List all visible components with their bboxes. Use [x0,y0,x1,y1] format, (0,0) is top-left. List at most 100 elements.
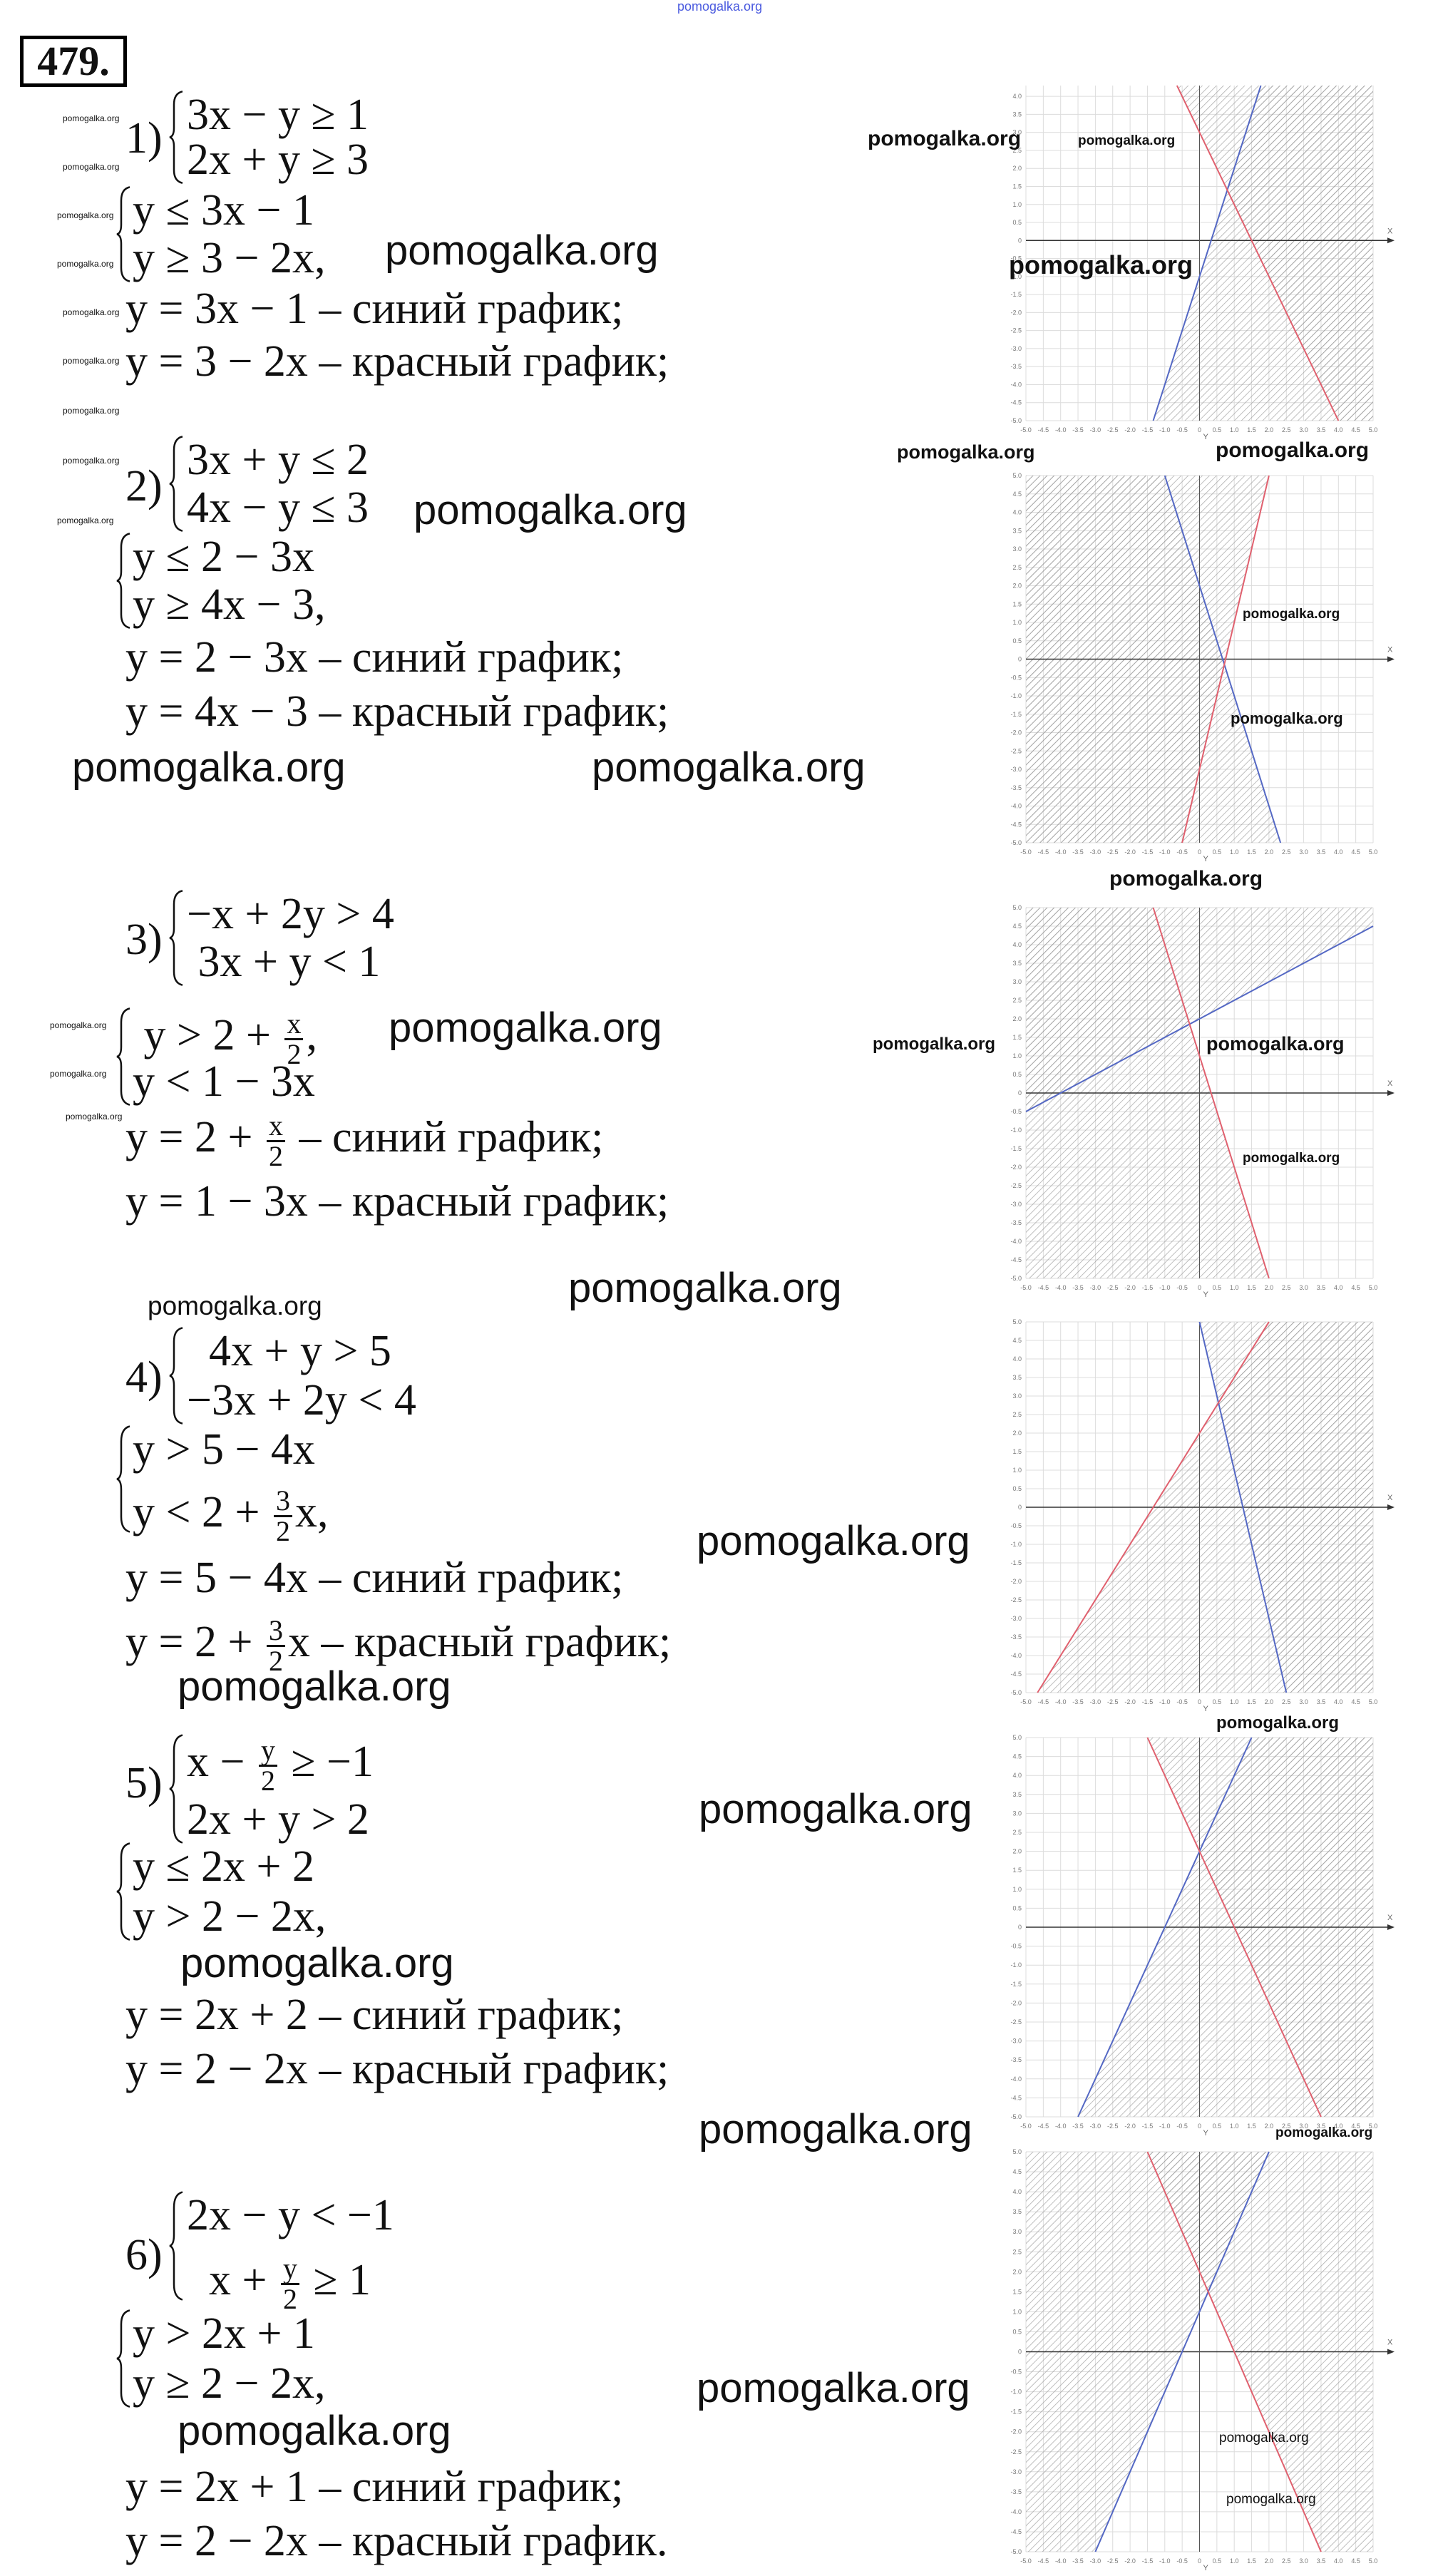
x-tick-label: 1.5 [1247,1284,1256,1291]
coordinate-plane: -5.0 -4.5 -4.0 -3.5 -3.0 -2.5 -2.0 -1.5 -1.0 -0.5… [997,1730,1397,2137]
y-tick-label: -4.0 [1010,2075,1022,2083]
y-tick-label: 3.0 [1012,545,1022,553]
item-label: 1) [125,114,163,163]
brace-icon [168,1327,185,1425]
x-tick-label: -3.5 [1072,848,1084,856]
derived-inequality: y ≤ 2 − 3x [133,535,314,579]
x-tick-label: -5.0 [1020,848,1032,856]
watermark: pomogalka.org [699,2106,972,2152]
y-tick-label: 0 [1018,237,1022,244]
expression-text: y = 2 − 3x – синий график; [125,633,624,682]
watermark: pomogalka.org [1078,133,1176,148]
x-tick-label: 1.5 [1247,2557,1256,2565]
derived-inequality: y < 2 + 3 2 x, [133,1487,328,1546]
x-tick-label: 0.5 [1213,848,1222,856]
expression-text: 3x + y < 1 [187,938,381,986]
x-tick-label: 2.5 [1282,1284,1291,1291]
y-tick-label: 1.0 [1012,201,1022,208]
series-line-blue [1094,2151,1270,2552]
y-tick-label: 3.5 [1012,1374,1022,1381]
x-tick-label: 2.0 [1265,426,1274,433]
x-tick-label: 4.0 [1334,848,1343,856]
x-tick-label: -1.5 [1142,2123,1154,2130]
x-tick-label: -3.5 [1072,2123,1084,2130]
series-line-blue [1164,475,1282,843]
x-tick-label: 2.5 [1282,2557,1291,2565]
watermark: pomogalka.org [178,2408,451,2454]
expression-text: y > 5 − 4x [133,1425,315,1474]
y-tick-label: -2.5 [1010,2018,1022,2026]
watermark: pomogalka.org [57,515,114,525]
y-tick-label: 0 [1018,2349,1022,2356]
expression-text: – синий график; [287,1112,604,1161]
x-tick-label: -2.0 [1124,2557,1136,2565]
y-tick-label: 0 [1018,1924,1022,1931]
y-tick-label: -2.0 [1010,309,1022,316]
x-tick-label: -5.0 [1020,426,1032,433]
derived-inequality: y ≤ 3x − 1 [133,188,314,232]
fraction-denominator: 2 [287,1038,302,1070]
x-tick-label: 3.5 [1317,2557,1326,2565]
watermark: pomogalka.org [63,113,120,123]
fraction-denominator: 2 [282,2283,297,2315]
x-tick-label: 4.5 [1351,2123,1360,2130]
x-tick-label: 0 [1198,2557,1201,2565]
system-inequality: 2x − y < −1 [187,2193,394,2237]
x-tick-label: -3.0 [1090,1698,1101,1705]
x-tick-label: -0.5 [1176,2557,1188,2565]
x-tick-label: 0.5 [1213,1284,1222,1291]
x-tick-label: -3.0 [1090,1284,1101,1291]
y-tick-label: -5.0 [1010,1689,1022,1696]
expression-text: y = 4x − 3 – красный график; [125,687,669,736]
fraction-numerator: x [266,1112,285,1142]
y-tick-label: 3.5 [1012,111,1022,118]
series-lines [1077,1737,1322,2118]
system-inequality: −3x + 2y < 4 [187,1378,416,1422]
y-tick-label: -2.0 [1010,1999,1022,2006]
system-inequality: −x + 2y > 4 [187,892,394,936]
y-tick-label: -4.5 [1010,1256,1022,1263]
x-tick-label: 1.5 [1247,848,1256,856]
expression-text: y ≥ 3 − 2x, [133,234,326,282]
y-tick-label: 2.5 [1012,1829,1022,1836]
system-inequality: 2x + y ≥ 3 [187,138,369,182]
x-tick-label: 5.0 [1369,2557,1378,2565]
graph-4: -5.0 -4.5 -4.0 -3.5 -3.0 -2.5 -2.0 -1.5 -1.0 -0.5… [997,1315,1397,1713]
y-tick-label: 1.5 [1012,183,1022,190]
problem-number: 479. [20,36,127,87]
y-tick-label: -5.0 [1010,2548,1022,2555]
y-tick-label: -3.5 [1010,2056,1022,2063]
expression-text: −3x + 2y < 4 [187,1376,416,1425]
x-tick-label: -5.0 [1020,1284,1032,1291]
x-tick-label: 3.0 [1299,2123,1308,2130]
y-tick-label: -5.0 [1010,2113,1022,2120]
y-tick-label: 0.5 [1012,1904,1022,1912]
system-inequality: 4x − y ≤ 3 [187,486,369,530]
graph-description: y = 3 − 2x – красный график; [125,339,669,384]
x-tick-label: 0.5 [1213,2557,1222,2565]
graph-description: y = 3x − 1 – синий график; [125,287,623,331]
x-tick-label: 1.0 [1230,426,1239,433]
y-tick-label: -0.5 [1010,674,1022,681]
x-tick-label: 4.5 [1351,2557,1360,2565]
x-tick-label: -4.0 [1055,2557,1067,2565]
expression-text: y > 2 + [133,1010,282,1059]
y-tick-label: -3.0 [1010,1615,1022,1622]
x-tick-label: 2.5 [1282,848,1291,856]
x-axis-arrow-icon [1387,2349,1395,2355]
expression-text: y = 2 − 2x – красный график; [125,2045,669,2093]
watermark: pomogalka.org [148,1291,322,1320]
x-tick-label: -1.0 [1159,2123,1171,2130]
derived-inequality: y ≤ 2x + 2 [133,1844,314,1889]
y-tick-label: 2.5 [1012,147,1022,154]
x-tick-label: 3.0 [1299,848,1308,856]
y-tick-label: -2.0 [1010,1578,1022,1585]
x-tick-label: 2.5 [1282,2123,1291,2130]
y-tick-label: 2.0 [1012,1015,1022,1022]
watermark: pomogalka.org [1275,2125,1373,2140]
watermark: pomogalka.org [63,356,120,366]
